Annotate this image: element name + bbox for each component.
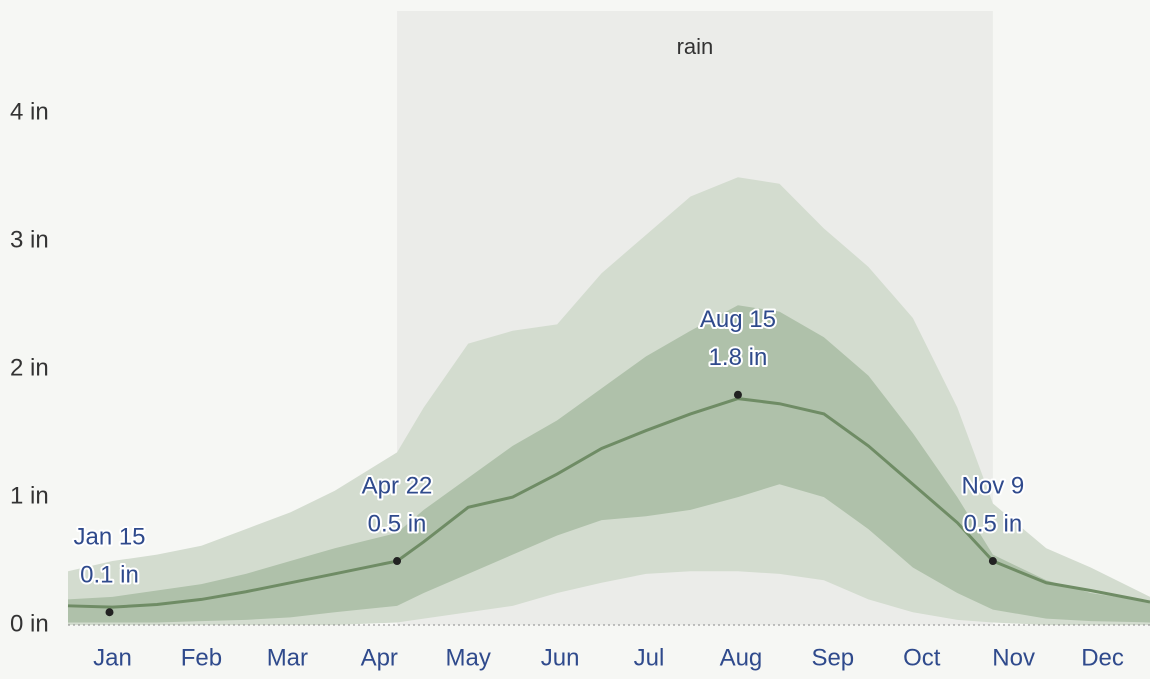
annotation-date: Nov 9	[962, 472, 1025, 499]
annotation-point	[393, 557, 402, 566]
annotation-point	[988, 557, 997, 566]
x-tick-label: Jan	[93, 644, 132, 671]
x-tick-label: May	[446, 644, 491, 671]
x-tick-label: Aug	[720, 644, 763, 671]
annotation-point	[105, 608, 114, 617]
x-tick-label: Sep	[811, 644, 854, 671]
y-tick-label: 0 in	[10, 610, 49, 637]
annotation-point	[733, 390, 742, 399]
x-tick-label: Dec	[1081, 644, 1124, 671]
annotation-value: 0.5 in	[368, 510, 427, 537]
season-label: rain	[677, 34, 714, 59]
x-tick-label: Feb	[181, 644, 222, 671]
x-tick-label: Jul	[634, 644, 665, 671]
x-tick-label: Mar	[267, 644, 308, 671]
y-tick-label: 3 in	[10, 227, 49, 254]
annotation-value: 0.5 in	[964, 510, 1023, 537]
median-line	[67, 397, 1150, 609]
annotation-date: Jan 15	[73, 524, 145, 551]
percentile-band	[68, 305, 1150, 623]
x-tick-label: Jun	[541, 644, 580, 671]
annotation-date: Apr 22	[362, 472, 433, 499]
x-tick-label: Apr	[361, 644, 398, 671]
y-tick-label: 4 in	[10, 99, 49, 126]
y-tick-label: 1 in	[10, 482, 49, 509]
annotation-value: 1.8 in	[709, 344, 768, 371]
x-tick-label: Nov	[992, 644, 1035, 671]
annotation-date: Aug 15	[700, 306, 776, 333]
annotation-value: 0.1 in	[80, 562, 139, 589]
x-tick-label: Oct	[903, 644, 941, 671]
y-tick-label: 2 in	[10, 355, 49, 382]
